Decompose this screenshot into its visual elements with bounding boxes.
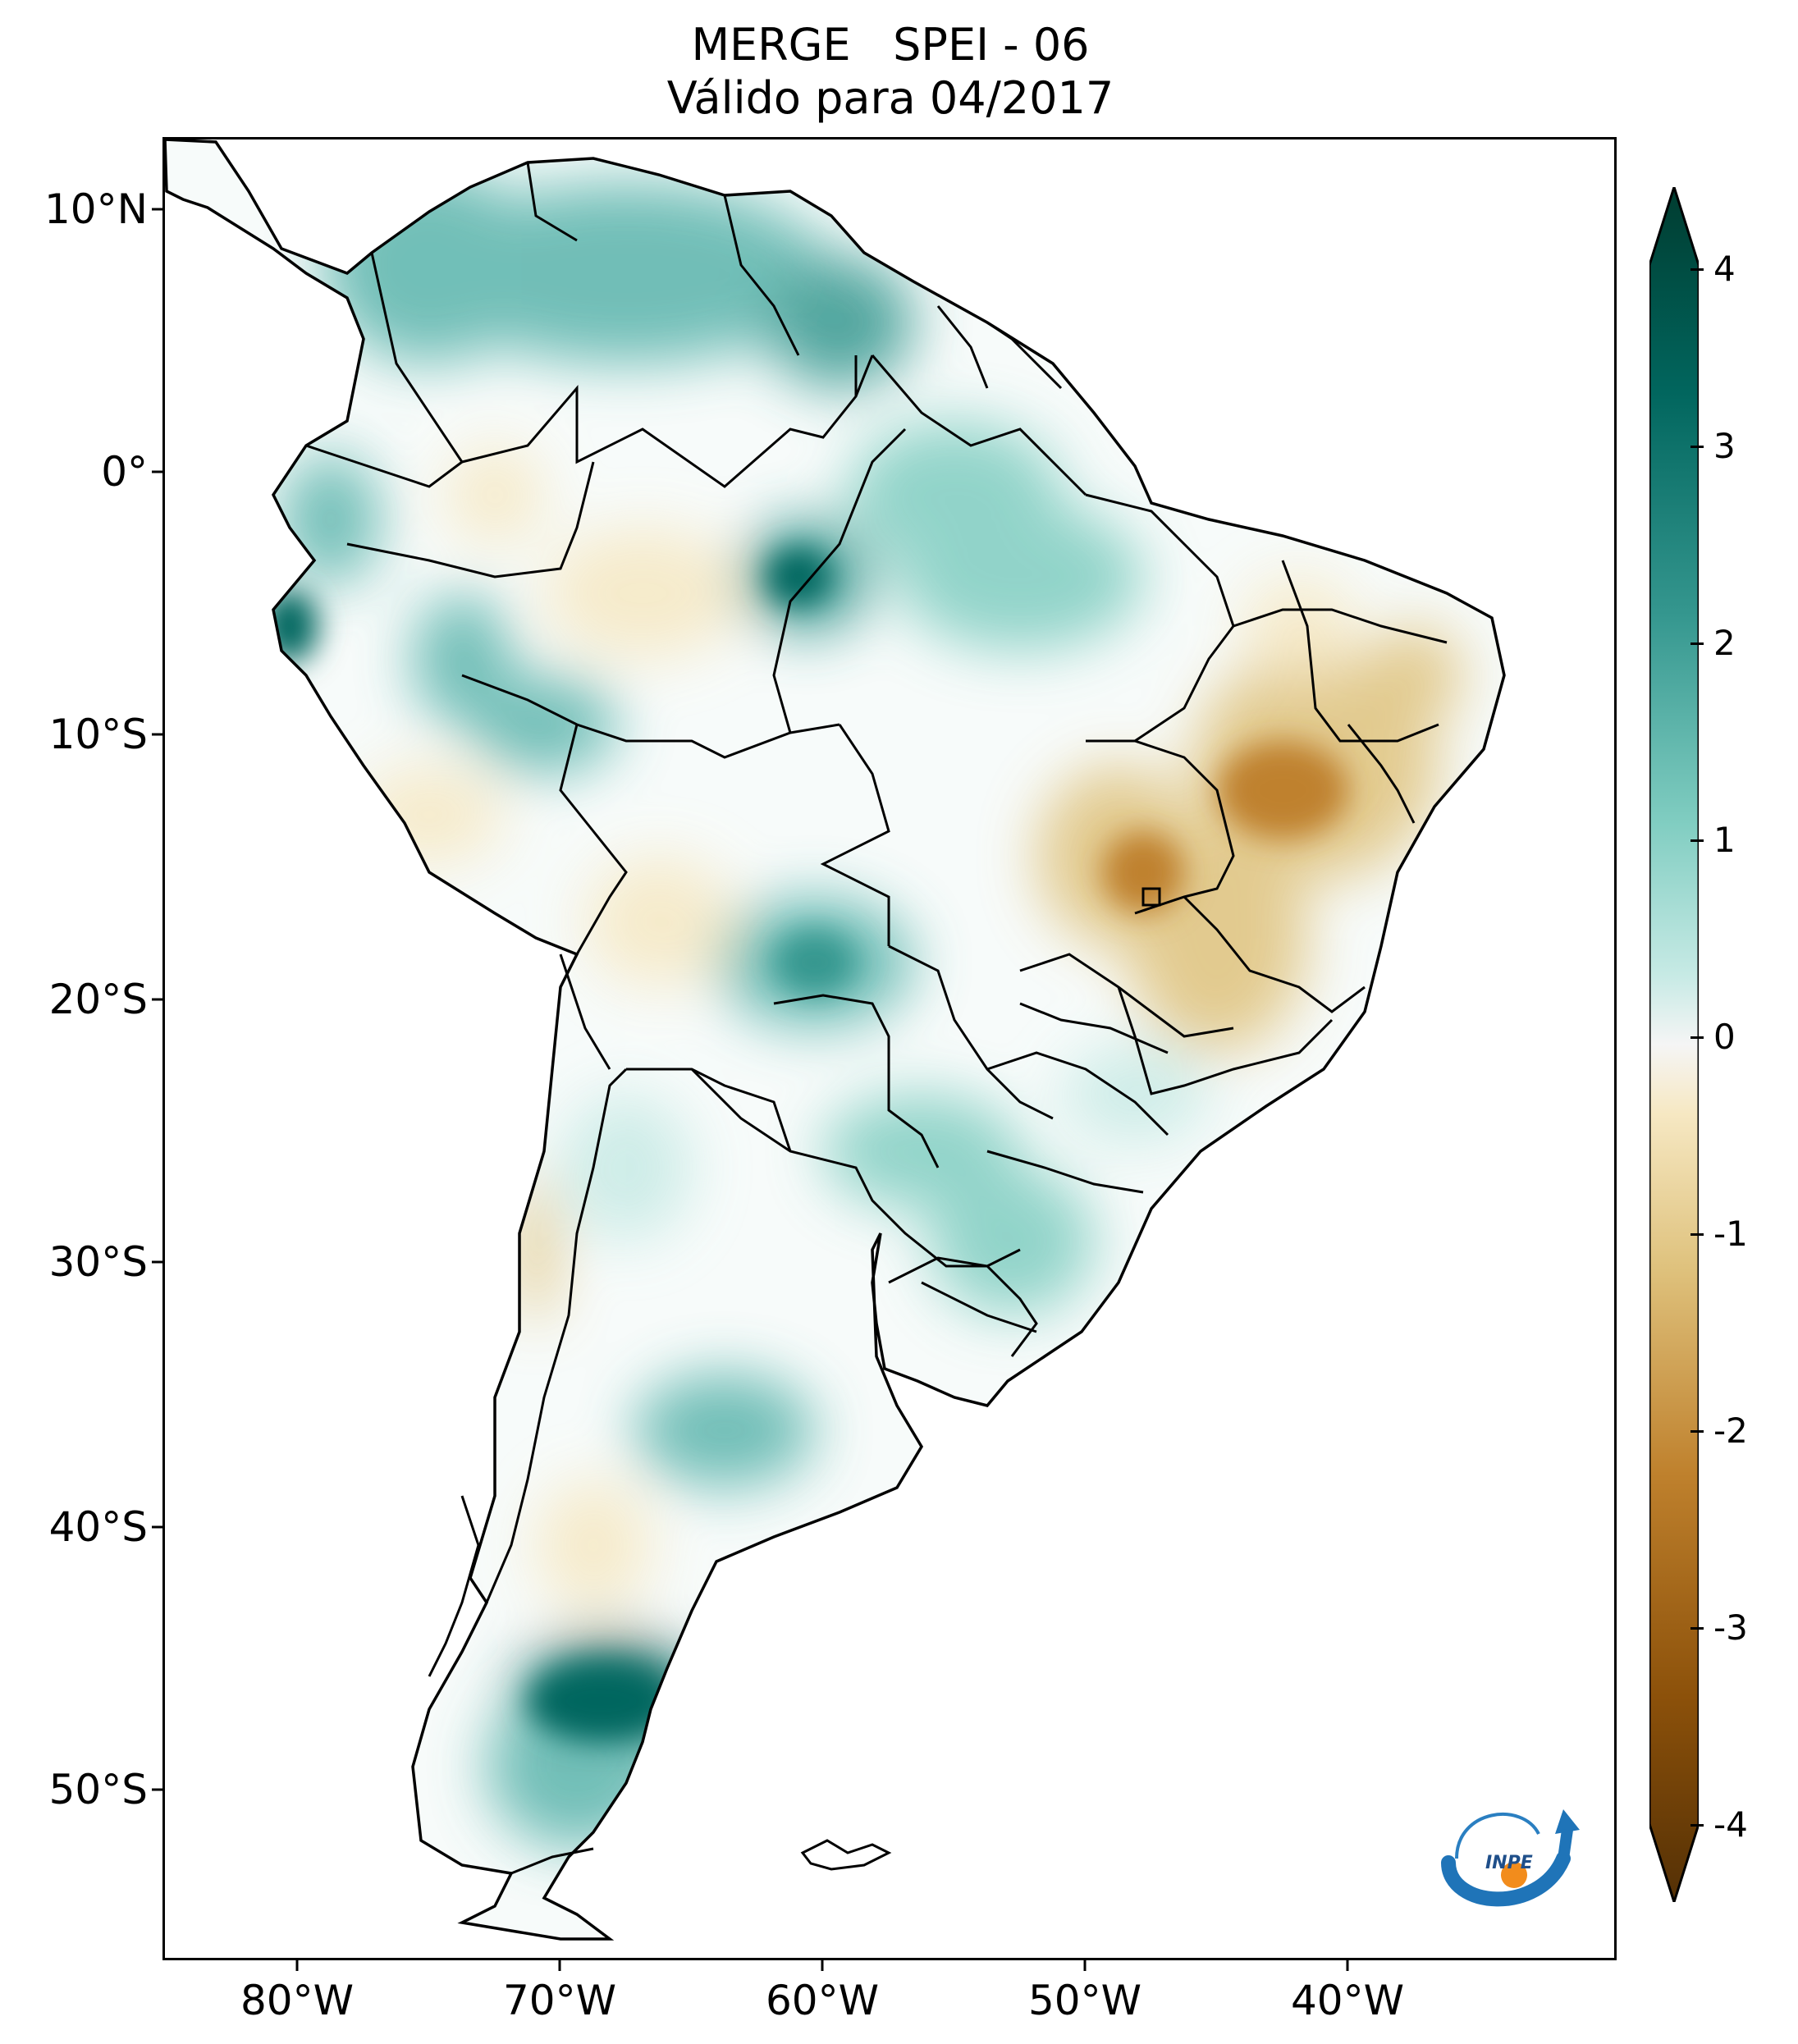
colorbar [1649,187,1699,1902]
spei-field [261,167,1463,1849]
political-borders [305,162,1448,1875]
colorbar-tick-neg4: -4 [1713,1804,1748,1845]
map-subtitle: Válido para 04/2017 [666,72,1114,124]
lat-label-20s: 20°S [48,976,148,1023]
lat-label-40s: 40°S [48,1503,148,1551]
lat-label-10n: 10°N [43,185,148,233]
lat-label-50s: 50°S [48,1766,148,1813]
lat-label-0: 0° [101,448,148,496]
colorbar-tick-2: 2 [1713,623,1736,663]
falkland-islands [800,1839,892,1871]
inpe-logo: INPE [1441,1809,1580,1907]
lon-label-70w: 70°W [502,1977,617,2024]
lon-label-80w: 80°W [240,1977,355,2024]
logo-text: INPE [1485,1853,1533,1873]
colorbar-tick-neg3: -3 [1713,1607,1748,1648]
colorbar-tick-3: 3 [1713,426,1736,466]
lon-label-40w: 40°W [1290,1977,1405,2024]
colorbar-tick-1: 1 [1713,820,1736,860]
map-title: MERGE SPEI - 06 [691,19,1090,71]
colorbar-tick-4: 4 [1713,249,1736,289]
lon-label-60w: 60°W [765,1977,880,2024]
lon-label-50w: 50°W [1027,1977,1142,2024]
colorbar-tick-neg1: -1 [1713,1214,1748,1254]
colorbar-tick-0: 0 [1713,1017,1736,1057]
lat-label-30s: 30°S [48,1238,148,1286]
map-canvas [165,139,1506,1941]
map-frame [162,137,1617,1960]
colorbar-tick-neg2: -2 [1713,1411,1748,1451]
lat-label-10s: 10°S [48,711,148,758]
